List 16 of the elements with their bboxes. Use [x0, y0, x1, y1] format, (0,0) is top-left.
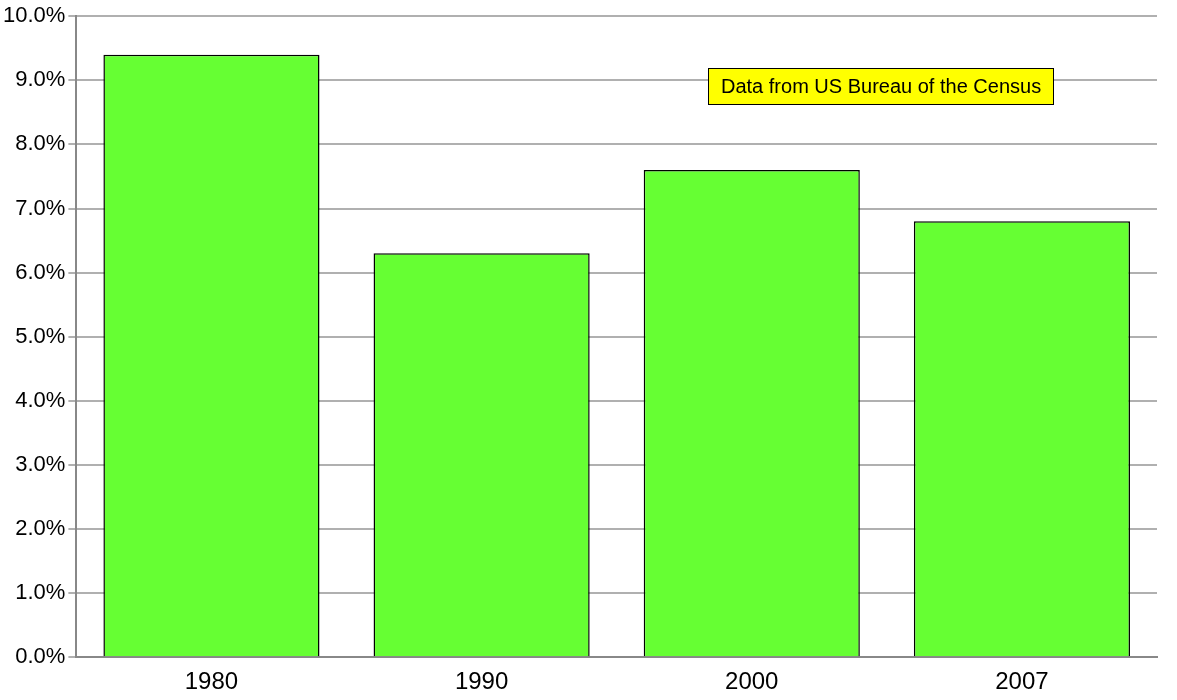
x-tick-label: 1990: [454, 667, 509, 695]
y-tick-label: 7.0%: [15, 194, 66, 220]
y-tick-label: 1.0%: [15, 579, 66, 605]
y-tick-label: 4.0%: [15, 386, 66, 412]
y-tick-label: 3.0%: [15, 450, 66, 476]
y-tick-label: 6.0%: [15, 258, 66, 284]
y-tick-label: 0.0%: [15, 643, 66, 669]
x-tick-label: 1980: [184, 667, 239, 695]
y-tick-label: 10.0%: [2, 2, 66, 28]
y-tick-label: 8.0%: [15, 130, 66, 156]
y-tick-label: 9.0%: [15, 66, 66, 92]
annotation: Data from US Bureau of the Census: [708, 68, 1055, 105]
x-tick-label: 2000: [725, 667, 779, 695]
y-tick-label: 5.0%: [15, 322, 66, 348]
x-tick-label: 2007: [995, 667, 1049, 695]
y-tick-label: 2.0%: [15, 515, 66, 541]
